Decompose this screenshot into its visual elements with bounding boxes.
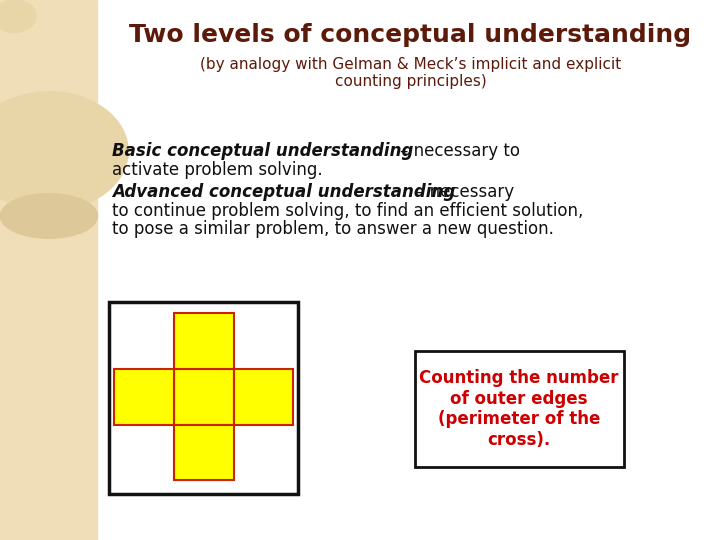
Text: Basic conceptual understanding: Basic conceptual understanding — [112, 142, 413, 160]
Text: to continue problem solving, to find an efficient solution,: to continue problem solving, to find an … — [112, 201, 583, 220]
Ellipse shape — [0, 194, 98, 238]
Bar — [174, 424, 233, 481]
Text: activate problem solving.: activate problem solving. — [112, 161, 323, 179]
Bar — [415, 351, 624, 467]
Text: (by analogy with Gelman & Meck’s implicit and explicit
counting principles): (by analogy with Gelman & Meck’s implici… — [199, 57, 621, 89]
Text: Two levels of conceptual understanding: Two levels of conceptual understanding — [130, 23, 691, 47]
Bar — [174, 313, 233, 369]
Bar — [114, 369, 174, 424]
Text: – necessary to: – necessary to — [400, 142, 520, 160]
Text: Advanced conceptual understanding: Advanced conceptual understanding — [112, 183, 455, 201]
Bar — [0, 0, 97, 540]
Bar — [233, 369, 294, 424]
Circle shape — [0, 0, 36, 32]
Text: to pose a similar problem, to answer a new question.: to pose a similar problem, to answer a n… — [112, 220, 554, 239]
Text: – necessary: – necessary — [416, 183, 514, 201]
Text: Counting the number
of outer edges
(perimeter of the
cross).: Counting the number of outer edges (peri… — [419, 369, 619, 449]
Bar — [109, 302, 298, 494]
Circle shape — [0, 92, 128, 211]
Bar — [174, 369, 233, 424]
